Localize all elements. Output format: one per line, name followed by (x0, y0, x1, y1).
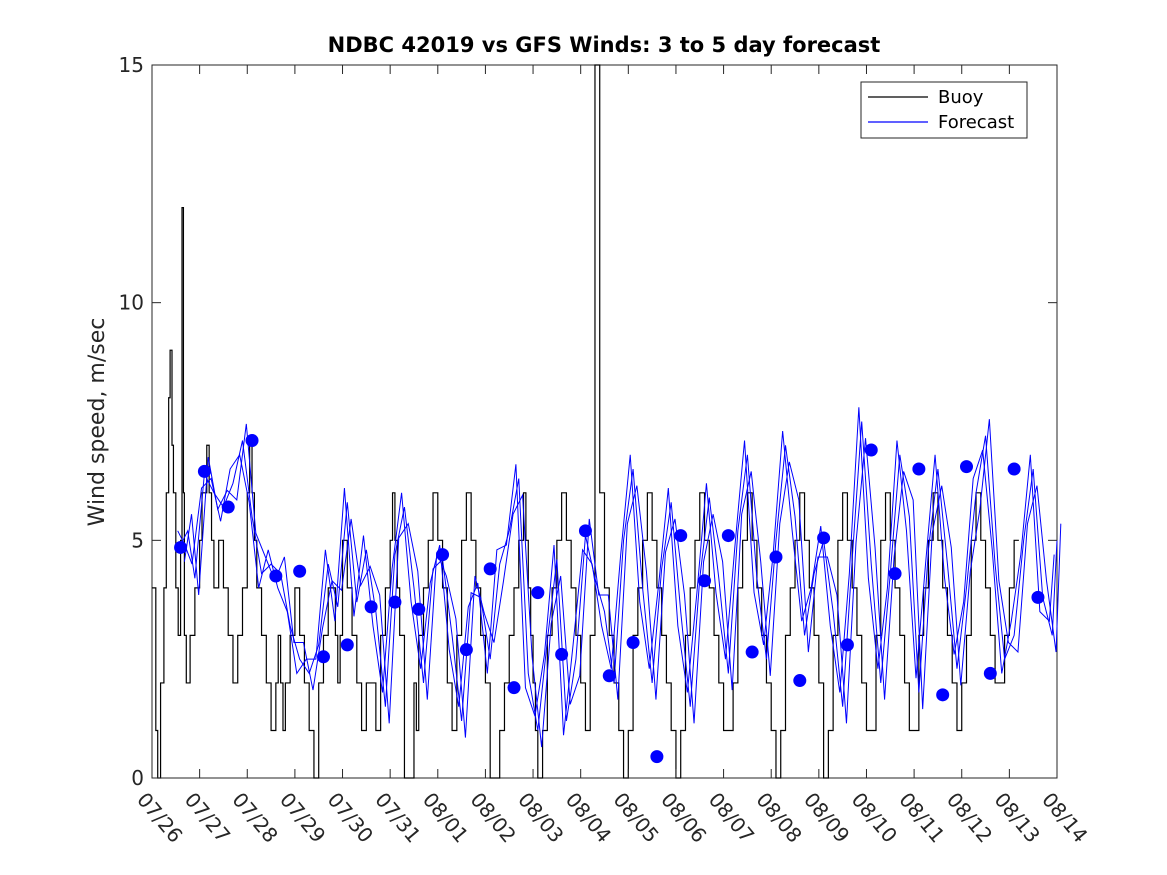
forecast-marker (555, 647, 569, 661)
forecast-marker (936, 688, 950, 702)
forecast-marker (316, 650, 330, 664)
forecast-marker (650, 750, 664, 764)
forecast-marker (602, 669, 616, 683)
forecast-marker (1007, 462, 1021, 476)
forecast-marker (698, 574, 712, 588)
forecast-marker (174, 540, 188, 554)
forecast-line-2 (177, 407, 1055, 736)
forecast-line-1 (183, 419, 1062, 748)
forecast-marker (507, 681, 521, 695)
forecast-marker (197, 464, 211, 478)
y-axis: 0 5 10 15 (119, 53, 1057, 790)
axes-box (151, 64, 1058, 779)
y-tick-label: 10 (119, 291, 144, 315)
forecast-marker (459, 643, 473, 657)
chart-title: NDBC 42019 vs GFS Winds: 3 to 5 day fore… (328, 33, 881, 57)
forecast-marker (817, 531, 831, 545)
forecast-marker (1031, 590, 1045, 604)
forecast-marker (388, 595, 402, 609)
forecast-marker (721, 529, 735, 543)
y-tick-label: 5 (131, 528, 144, 552)
forecast-marker (912, 462, 926, 476)
y-tick-label: 15 (119, 53, 144, 77)
forecast-markers (174, 434, 1045, 764)
forecast-series (177, 407, 1062, 748)
forecast-marker (340, 638, 354, 652)
forecast-marker (745, 645, 759, 659)
forecast-marker (960, 460, 973, 474)
forecast-marker (412, 602, 426, 616)
buoy-series (152, 64, 1019, 779)
forecast-marker (269, 569, 283, 583)
forecast-marker (793, 674, 807, 688)
forecast-marker (364, 600, 378, 614)
forecast-marker (245, 434, 259, 448)
forecast-marker (674, 529, 688, 543)
forecast-marker (888, 567, 902, 581)
y-axis-label: Wind speed, m/sec (85, 318, 110, 527)
forecast-marker (840, 638, 854, 652)
forecast-marker (769, 550, 783, 564)
forecast-line-0 (180, 421, 1058, 731)
legend-forecast-label: Forecast (938, 112, 1014, 133)
forecast-marker (436, 548, 450, 562)
forecast-marker (578, 524, 592, 538)
forecast-marker (531, 586, 545, 600)
legend-buoy-label: Buoy (938, 87, 984, 108)
forecast-marker (864, 443, 878, 457)
forecast-marker (293, 564, 307, 578)
y-tick-label: 0 (131, 766, 144, 790)
buoy-line (152, 64, 1019, 779)
forecast-marker (626, 636, 640, 650)
forecast-marker (221, 500, 235, 514)
legend-box (860, 81, 1028, 139)
legend: Buoy Forecast (860, 81, 1028, 139)
forecast-marker (483, 562, 497, 576)
forecast-marker (983, 666, 997, 680)
